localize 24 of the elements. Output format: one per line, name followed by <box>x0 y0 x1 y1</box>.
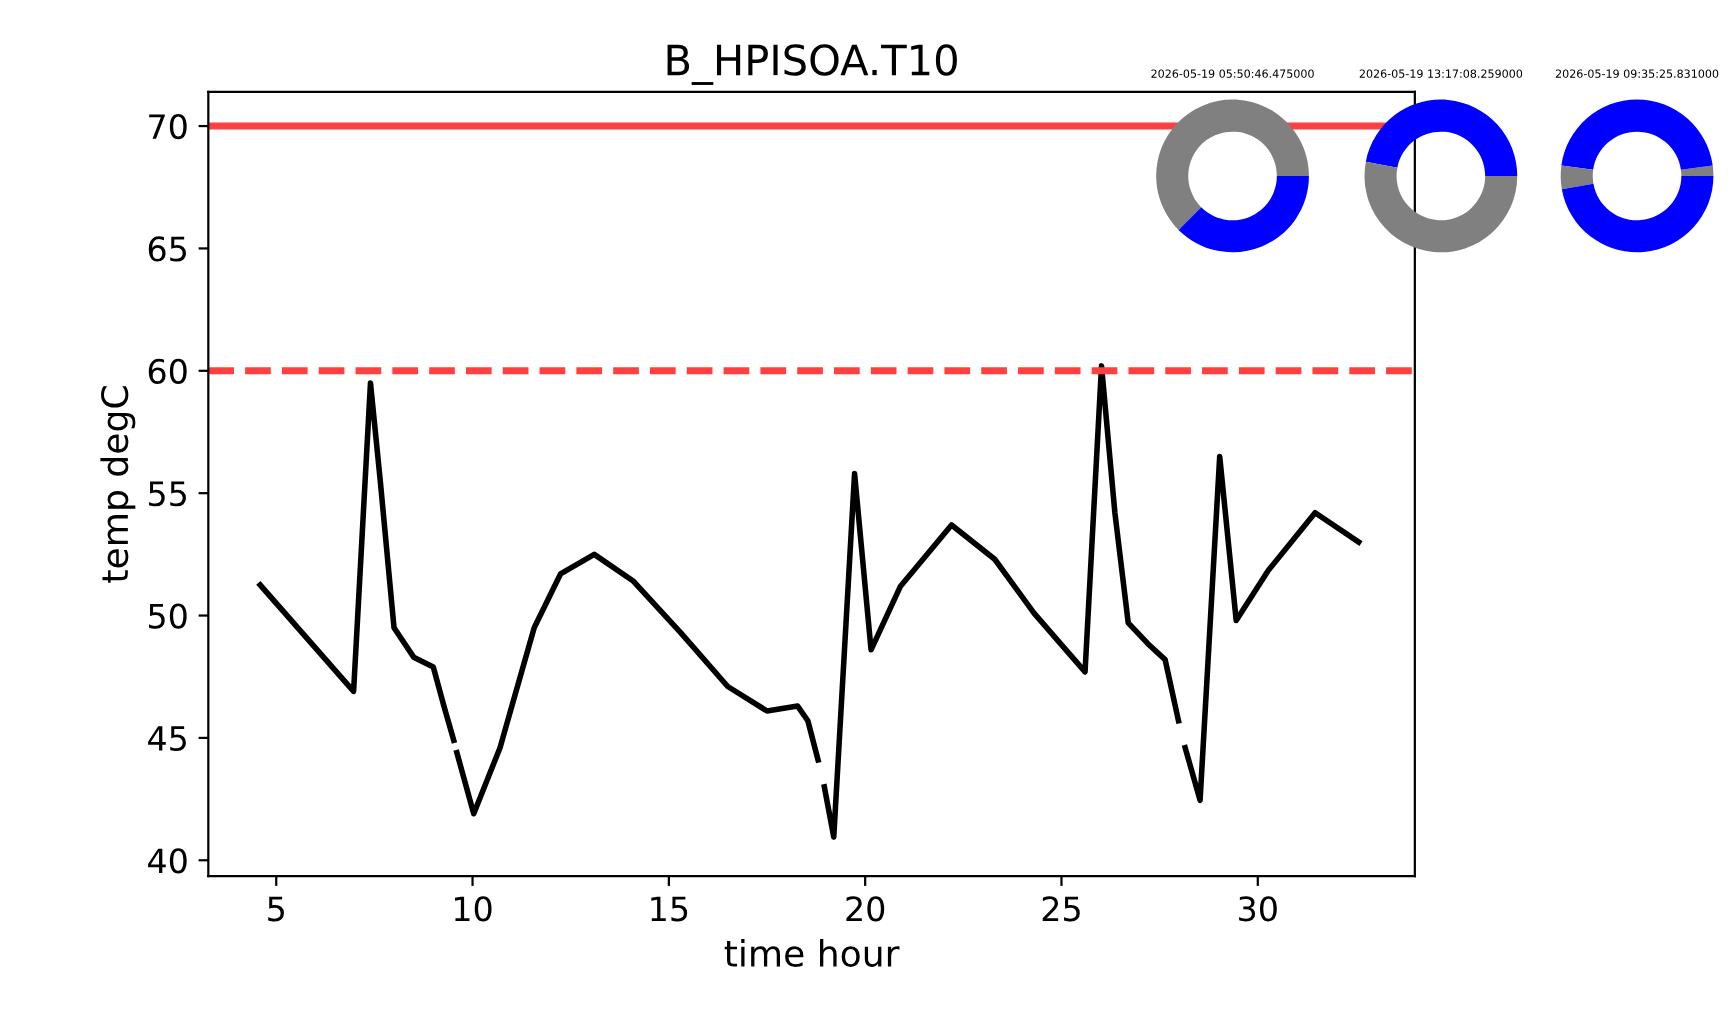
x-tick-label: 20 <box>846 896 885 922</box>
chart-title: B_HPISOA.T10 <box>667 44 957 85</box>
y-tick-label: 60 <box>148 358 187 384</box>
donut-slice <box>1365 99 1518 176</box>
y-axis-title: temp degC <box>100 386 136 583</box>
x-tick-label: 5 <box>268 896 284 922</box>
x-tick-label: 25 <box>1042 896 1080 922</box>
donut-slice <box>1561 175 1714 253</box>
y-tick-label: 40 <box>148 848 187 874</box>
donut-slice <box>1680 165 1714 176</box>
y-tick-label: 50 <box>149 603 187 629</box>
x-tick-label: 10 <box>455 896 492 922</box>
y-tick-label: 55 <box>149 481 186 507</box>
x-axis-title: time hour <box>724 939 900 967</box>
y-tick-label: 70 <box>149 113 187 140</box>
y-tick-label: 65 <box>148 236 186 262</box>
donut-slice <box>1561 99 1713 170</box>
x-tick-label: 30 <box>1239 896 1277 922</box>
x-tick-label: 15 <box>651 896 688 922</box>
donut-slice <box>1364 161 1518 253</box>
donut-slice <box>1178 175 1309 253</box>
donut-slice <box>1156 99 1309 230</box>
donut-slice <box>1560 165 1594 190</box>
y-tick-label: 45 <box>148 726 186 752</box>
